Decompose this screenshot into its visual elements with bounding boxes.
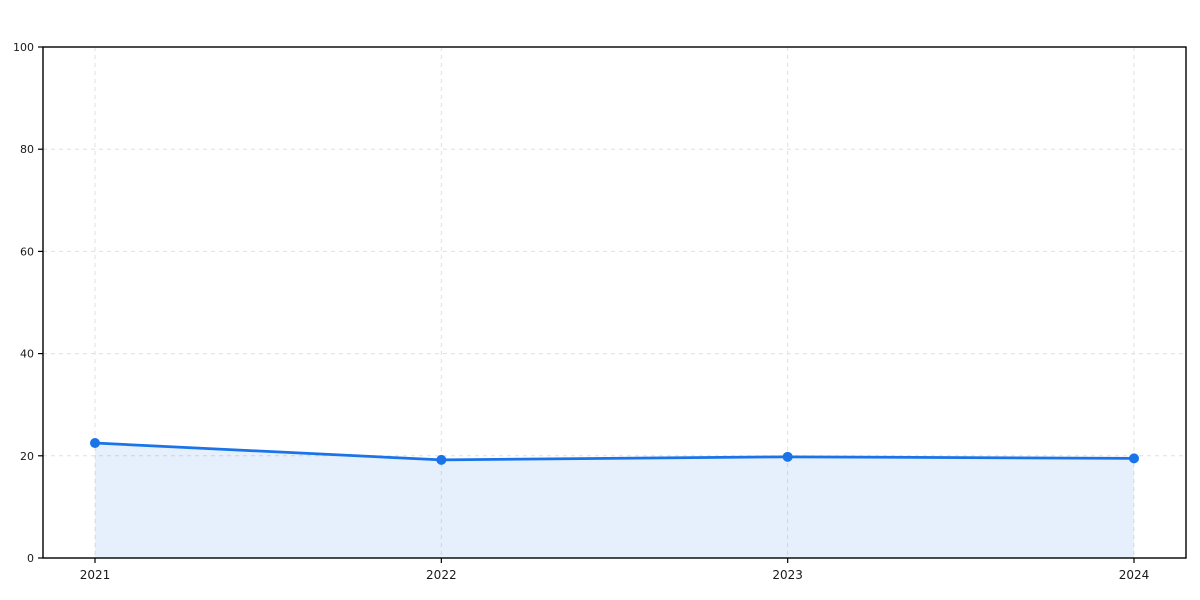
y-tick-label: 20	[20, 450, 34, 463]
y-tick-label: 0	[27, 552, 34, 565]
data-point	[436, 454, 447, 465]
plot-border	[42, 46, 1187, 559]
data-point	[1129, 453, 1139, 464]
x-tick-label: 2023	[772, 568, 803, 582]
data-point	[90, 438, 100, 449]
data-point	[782, 451, 793, 462]
x-tick-label: 2021	[80, 568, 111, 582]
x-tick-label: 2024	[1119, 568, 1150, 582]
y-tick-label: 100	[13, 41, 34, 54]
y-tick-label: 40	[20, 348, 34, 361]
y-tick-label: 80	[20, 143, 34, 156]
x-tick-label: 2022	[426, 568, 457, 582]
trend-line	[93, 441, 1136, 462]
area-fill	[95, 443, 1134, 558]
y-tick-label: 60	[20, 245, 34, 258]
